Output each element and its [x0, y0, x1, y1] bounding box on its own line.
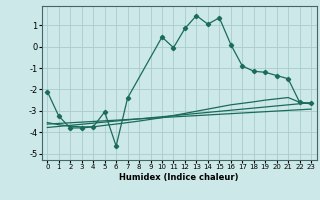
X-axis label: Humidex (Indice chaleur): Humidex (Indice chaleur) [119, 173, 239, 182]
